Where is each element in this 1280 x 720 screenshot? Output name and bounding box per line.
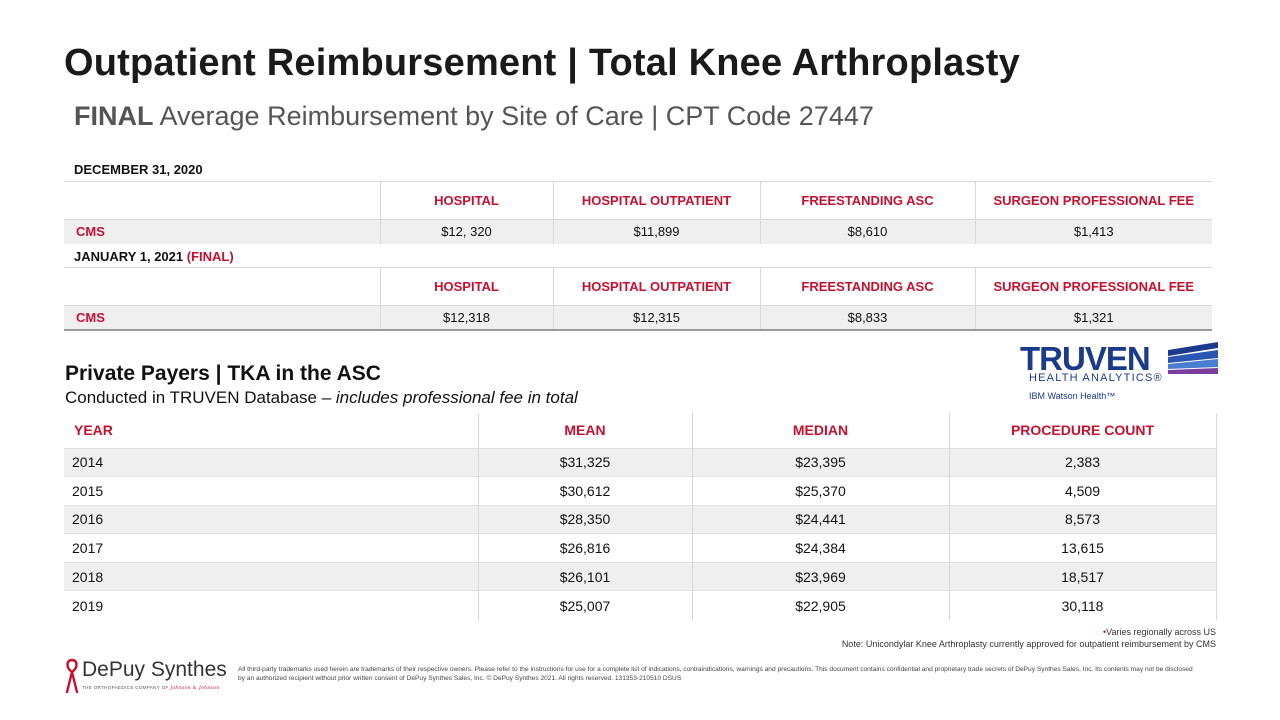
truven-tagline-text: HEALTH ANALYTICS: [1029, 372, 1154, 384]
table-cell: $11,899: [552, 219, 760, 244]
table-cell: $1,413: [974, 219, 1212, 244]
truven-logo: TRUVEN HEALTH ANALYTICS® IBM Watson Heal…: [1020, 340, 1220, 406]
table-cell: $26,816: [477, 533, 692, 563]
table-cell: $28,350: [477, 504, 692, 534]
truven-flag-icon: [1168, 342, 1218, 374]
header-cell: SURGEON PROFESSIONAL FEE: [974, 267, 1212, 306]
table-cell: 2015: [64, 476, 478, 506]
table-cell: 30,118: [948, 590, 1217, 620]
table-cell: $25,370: [691, 476, 949, 506]
section-label-text: JANUARY 1, 2021: [74, 249, 184, 264]
table-cell: $12, 320: [379, 219, 553, 244]
private-payers-table: YEAR MEAN MEDIAN PROCEDURE COUNT 2014 $3…: [64, 413, 1217, 620]
table-cell: $1,321: [974, 305, 1212, 331]
depuy-tagline: THE ORTHOPAEDICS COMPANY OF Johnson & Jo…: [82, 685, 220, 691]
subtitle-italic: includes professional fee in total: [335, 388, 578, 407]
table-cell: $23,969: [691, 561, 949, 591]
table-cell: 13,615: [948, 533, 1217, 563]
row-label: CMS: [64, 305, 380, 331]
table-cell: 2014: [64, 447, 478, 477]
truven-wordmark: TRUVEN: [1020, 340, 1151, 377]
final-tag: (FINAL): [186, 249, 234, 264]
table-cell: 8,573: [948, 504, 1217, 534]
truven-ibm: IBM Watson Health™: [1029, 391, 1116, 401]
footnote-varies-text: Varies regionally across US: [1106, 627, 1216, 637]
private-payers-subtitle: Conducted in TRUVEN Database – includes …: [65, 388, 578, 408]
table-row: 2014 $31,325 $23,395 2,383: [64, 447, 1217, 477]
registered-mark: ®: [1153, 372, 1163, 384]
table-row: 2018 $26,101 $23,969 18,517: [64, 561, 1217, 591]
header-cell: FREESTANDING ASC: [759, 181, 975, 220]
table-cell: $26,101: [477, 561, 692, 591]
table-cell: 2018: [64, 561, 478, 591]
header-cell: HOSPITAL OUTPATIENT: [552, 267, 760, 306]
legal-disclaimer: All third-party trademarks used herein a…: [238, 666, 1193, 682]
header-cell: YEAR: [74, 422, 113, 439]
header-cell: PROCEDURE COUNT: [948, 413, 1217, 448]
table-cell: $12,315: [552, 305, 760, 331]
subtitle-plain: Conducted in TRUVEN Database –: [65, 388, 336, 407]
subtitle-final: FINAL: [74, 101, 154, 131]
table-header-row: HOSPITAL HOSPITAL OUTPATIENT FREESTANDIN…: [64, 267, 1212, 306]
header-cell: SURGEON PROFESSIONAL FEE: [974, 181, 1212, 220]
table-row: 2017 $26,816 $24,384 13,615: [64, 533, 1217, 563]
table-cell: 18,517: [948, 561, 1217, 591]
cms-2020-table: HOSPITAL HOSPITAL OUTPATIENT FREESTANDIN…: [64, 181, 1212, 244]
table-cell: $23,395: [691, 447, 949, 477]
private-payers-title: Private Payers | TKA in the ASC: [65, 362, 381, 385]
table-cell: $30,612: [477, 476, 692, 506]
header-cell: HOSPITAL OUTPATIENT: [552, 181, 760, 220]
page-subtitle: FINAL Average Reimbursement by Site of C…: [74, 101, 874, 132]
table-cell: $8,833: [759, 305, 975, 331]
table-cell: $12,318: [379, 305, 553, 331]
table-row: 2019 $25,007 $22,905 30,118: [64, 590, 1217, 620]
table-cell: $31,325: [477, 447, 692, 477]
table-row: CMS $12, 320 $11,899 $8,610 $1,413: [64, 219, 1212, 244]
table-header-row: YEAR MEAN MEDIAN PROCEDURE COUNT: [64, 413, 1217, 448]
table-cell: $24,441: [691, 504, 949, 534]
header-cell: [64, 181, 380, 220]
depuy-wordmark: DePuy Synthes: [82, 658, 227, 681]
page-title: Outpatient Reimbursement | Total Knee Ar…: [64, 42, 1020, 84]
bullet-icon: •: [1102, 627, 1107, 637]
table-row: 2016 $28,350 $24,441 8,573: [64, 504, 1217, 534]
header-cell: MEDIAN: [691, 413, 949, 448]
table-cell: 2019: [64, 590, 478, 620]
table-cell: 4,509: [948, 476, 1217, 506]
header-cell: MEAN: [477, 413, 692, 448]
table-row: 2015 $30,612 $25,370 4,509: [64, 476, 1217, 506]
table-cell: 2017: [64, 533, 478, 563]
jj-signature: Johnson & Johnson: [170, 686, 220, 691]
subtitle-rest: Average Reimbursement by Site of Care | …: [153, 101, 874, 131]
section-label-dec-2020: DECEMBER 31, 2020: [74, 162, 203, 177]
table-cell: 2016: [64, 504, 478, 534]
header-cell: HOSPITAL: [379, 267, 553, 306]
header-cell: FREESTANDING ASC: [759, 267, 975, 306]
depuy-synthes-logo: DePuy Synthes THE ORTHOPAEDICS COMPANY O…: [62, 656, 232, 696]
table-cell: $25,007: [477, 590, 692, 620]
cms-2021-table: HOSPITAL HOSPITAL OUTPATIENT FREESTANDIN…: [64, 267, 1212, 331]
depuy-tagline-text: THE ORTHOPAEDICS COMPANY OF: [82, 685, 171, 690]
header-cell: [64, 267, 380, 306]
footnote-varies: •Varies regionally across US: [1103, 627, 1216, 637]
table-cell: $24,384: [691, 533, 949, 563]
depuy-ribbon-icon: [65, 658, 79, 694]
table-cell: $22,905: [691, 590, 949, 620]
footnote-uka: Note: Unicondylar Knee Arthroplasty curr…: [841, 639, 1216, 649]
table-cell: 2,383: [948, 447, 1217, 477]
truven-tagline: HEALTH ANALYTICS®: [1029, 372, 1163, 384]
table-row: CMS $12,318 $12,315 $8,833 $1,321: [64, 305, 1212, 331]
row-label: CMS: [64, 219, 380, 244]
table-cell: $8,610: [759, 219, 975, 244]
section-label-jan-2021: JANUARY 1, 2021 (FINAL): [74, 249, 234, 264]
header-cell: HOSPITAL: [379, 181, 553, 220]
table-header-row: HOSPITAL HOSPITAL OUTPATIENT FREESTANDIN…: [64, 181, 1212, 220]
